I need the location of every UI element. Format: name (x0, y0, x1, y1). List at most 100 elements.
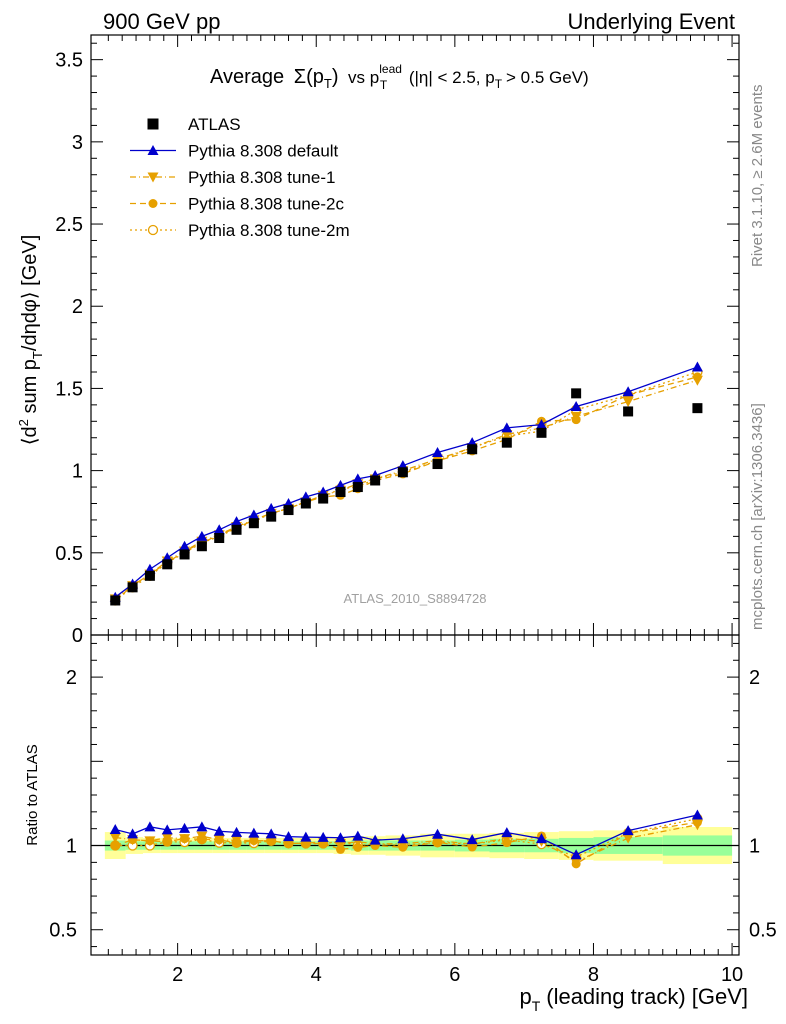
marker-triangle-up (109, 823, 121, 834)
marker-triangle-up (691, 361, 703, 372)
marker-triangle-up (691, 809, 703, 820)
main-ylabel: ⟨d2 sum pT/dηdφ⟩ [GeV] (16, 235, 45, 446)
y-tick-label: 0.5 (55, 543, 83, 565)
marker-triangle-up (248, 509, 260, 520)
watermark: ATLAS_2010_S8894728 (344, 591, 487, 606)
marker-square (144, 570, 155, 581)
marker-triangle-up (213, 524, 225, 535)
marker-triangle-up (161, 824, 173, 835)
marker-triangle-down (691, 375, 703, 386)
marker-triangle-up (179, 540, 191, 551)
plot-background (91, 35, 739, 635)
marker-square (370, 475, 381, 486)
marker-square (536, 427, 547, 438)
title-vs: vs p (348, 68, 379, 87)
marker-triangle-up (248, 827, 260, 838)
ratio-frame (90, 634, 740, 956)
mcplots-label: mcplots.cern.ch [arXiv:1306.3436] (749, 403, 766, 630)
marker-circle-filled (110, 841, 120, 851)
header-right: Underlying Event (567, 9, 735, 34)
ylabel-sub: T (30, 351, 45, 359)
main-series (109, 361, 703, 606)
legend: ATLAS Pythia 8.308 default Pythia 8.308 tu… (130, 115, 350, 240)
y-tick-label: 3 (72, 132, 83, 154)
marker-circle-filled (335, 844, 345, 854)
marker-square (196, 541, 207, 552)
marker-triangle-up (352, 473, 364, 484)
legend-label: ATLAS (188, 115, 241, 134)
marker-triangle-up (535, 833, 547, 844)
y-tick-label: 2 (72, 296, 83, 318)
marker-triangle-down (691, 820, 703, 831)
title-cuts-sub: T (495, 77, 503, 91)
marker-triangle-up (501, 827, 513, 838)
main-ticks: 0 0.5 1 1.5 2 2.5 3 3.5 (55, 35, 739, 647)
ylabel-mid: sum p (19, 359, 41, 419)
title-sigma-sub: T (324, 76, 332, 91)
marker-triangle-up (265, 828, 277, 839)
marker-triangle-down (248, 836, 260, 847)
marker-triangle-up (179, 822, 191, 833)
marker-triangle-up (570, 849, 582, 860)
marker-triangle-up (622, 825, 634, 836)
main-panel: 0 0.5 1 1.5 2 2.5 3 3.5 ATLAS_2010_S8894728 (55, 34, 740, 647)
marker-triangle-up (127, 828, 139, 839)
y-tick-label: 1.5 (55, 378, 83, 400)
ratio-y-tick-label: 1 (749, 836, 760, 858)
legend-label: Pythia 8.308 tune-2m (188, 221, 350, 240)
marker-triangle-down (144, 836, 156, 847)
ratio-y-tick-label: 1 (66, 836, 77, 858)
marker-square (571, 388, 582, 399)
marker-square (300, 498, 311, 509)
x-tick-label: 8 (588, 964, 599, 986)
marker-triangle-up (397, 833, 409, 844)
y-tick-label: 3.5 (55, 50, 83, 72)
ratio-y-tick-label: 0.5 (749, 920, 777, 942)
marker-circle-open (147, 224, 159, 236)
marker-triangle-up (144, 821, 156, 832)
rivet-label: Rivet 3.1.10, ≥ 2.6M events (749, 85, 766, 268)
marker-square (467, 444, 478, 455)
legend-label: Pythia 8.308 tune-1 (188, 168, 335, 187)
ylabel-tail: /dηdφ⟩ [GeV] (19, 235, 41, 351)
title-cuts: (|η| < 2.5, p (409, 68, 495, 87)
marker-triangle-down (161, 833, 173, 844)
marker-square (335, 486, 346, 497)
marker-triangle-up (352, 830, 364, 841)
marker-square (214, 533, 225, 544)
xlabel-tail: (leading track) [GeV] (546, 984, 748, 1009)
marker-square (248, 518, 259, 529)
title-cuts-tail: > 0.5 GeV) (506, 68, 589, 87)
ratio-line (115, 821, 698, 865)
marker-triangle-up (147, 145, 159, 155)
marker-square (266, 511, 277, 522)
marker-triangle-up (196, 821, 208, 832)
marker-square (432, 459, 443, 470)
marker-triangle-up (283, 831, 295, 842)
marker-triangle-down (570, 411, 582, 422)
ylabel-sup: 2 (16, 419, 31, 426)
marker-square (110, 595, 121, 606)
marker-triangle-up (334, 832, 346, 843)
marker-triangle-down (622, 397, 634, 408)
marker-triangle-up (570, 401, 582, 412)
title-sigma-close: ) (332, 66, 339, 88)
marker-triangle-up (300, 831, 312, 842)
marker-circle-filled (353, 842, 363, 852)
y-tick-label: 2.5 (55, 214, 83, 236)
marker-square (147, 118, 159, 130)
marker-triangle-down (231, 835, 243, 846)
xlabel: pT (leading track) [GeV] (519, 984, 748, 1014)
xlabel-p: p (519, 984, 531, 1009)
marker-square (692, 403, 703, 414)
chart-title: Average Σ(pT) vs plead T (|η| < 2.5, pT > … (210, 62, 589, 94)
marker-square (352, 482, 363, 493)
x-tick-label: 6 (449, 964, 460, 986)
ratio-y-tick-label: 2 (749, 667, 760, 689)
legend-label: Pythia 8.308 tune-2c (188, 195, 344, 214)
marker-triangle-down (265, 836, 277, 847)
marker-triangle-up (432, 447, 444, 458)
marker-triangle-down (109, 833, 121, 844)
marker-square (179, 549, 190, 560)
